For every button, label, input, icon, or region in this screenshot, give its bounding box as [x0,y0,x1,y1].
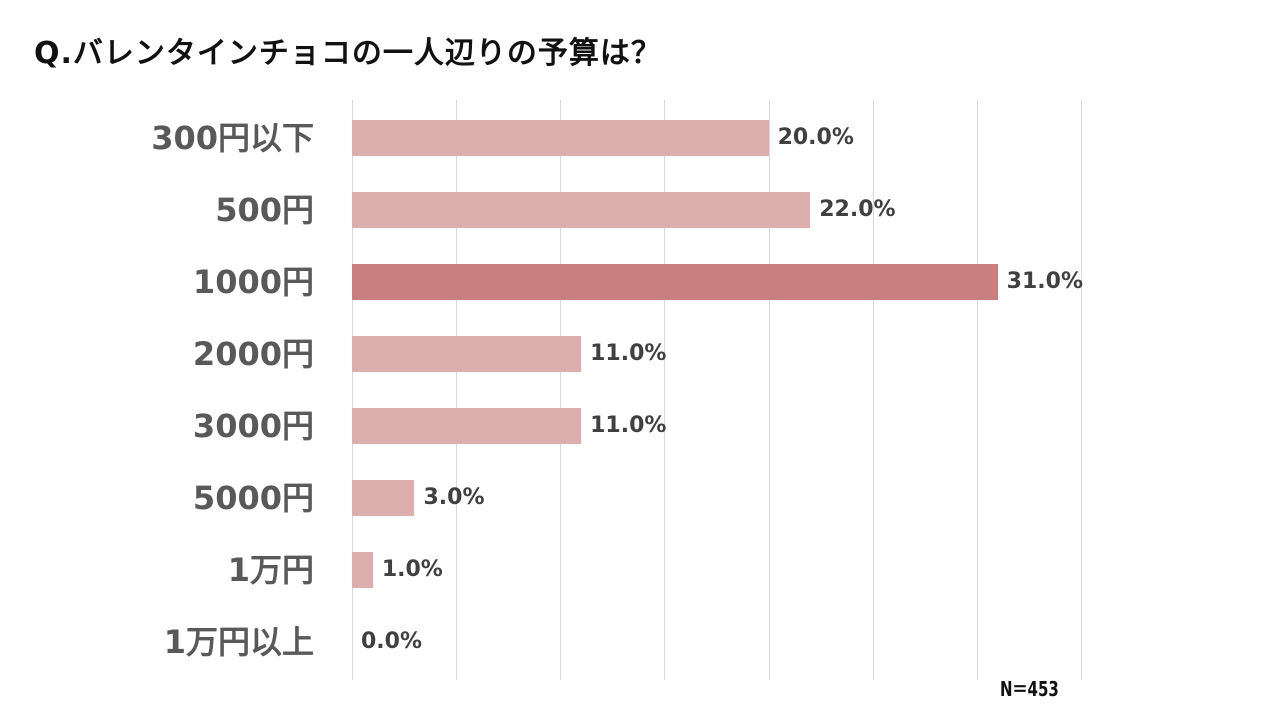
bar [352,264,998,300]
bar [352,552,373,588]
bar [352,408,582,444]
data-label: 1.0% [381,557,443,582]
bar [352,192,811,228]
data-label: 20.0% [777,125,854,150]
category-label: 500円 [215,191,314,229]
category-label: 1万円 [227,551,314,589]
gridline [560,100,561,680]
data-label: 3.0% [423,485,485,510]
category-label: 1万円以上 [163,623,314,661]
data-label: 0.0% [361,629,423,654]
gridline [456,100,457,680]
gridline [1081,100,1082,680]
bar [352,480,415,516]
gridline [664,100,665,680]
gridline [873,100,874,680]
gridline [769,100,770,680]
category-label: 300円以下 [151,119,314,157]
data-label: 11.0% [590,341,667,366]
data-label: 31.0% [1006,269,1083,294]
category-label: 5000円 [192,479,314,517]
bar [352,336,582,372]
gridline [977,100,978,680]
category-label: 3000円 [192,407,314,445]
data-label: 22.0% [819,197,896,222]
bar [352,120,769,156]
category-label: 2000円 [192,335,314,373]
category-label: 1000円 [192,263,314,301]
plot-area: 20.0% 22.0% 31.0% 11.0% 11.0% 3.0% 1.0% 0.0% [352,100,1083,680]
gridline [352,100,353,680]
data-label: 11.0% [590,413,667,438]
chart-title: Q.バレンタインチョコの一人辺りの予算は？ [34,36,662,71]
sample-size-note: N＝453 [1000,677,1059,701]
